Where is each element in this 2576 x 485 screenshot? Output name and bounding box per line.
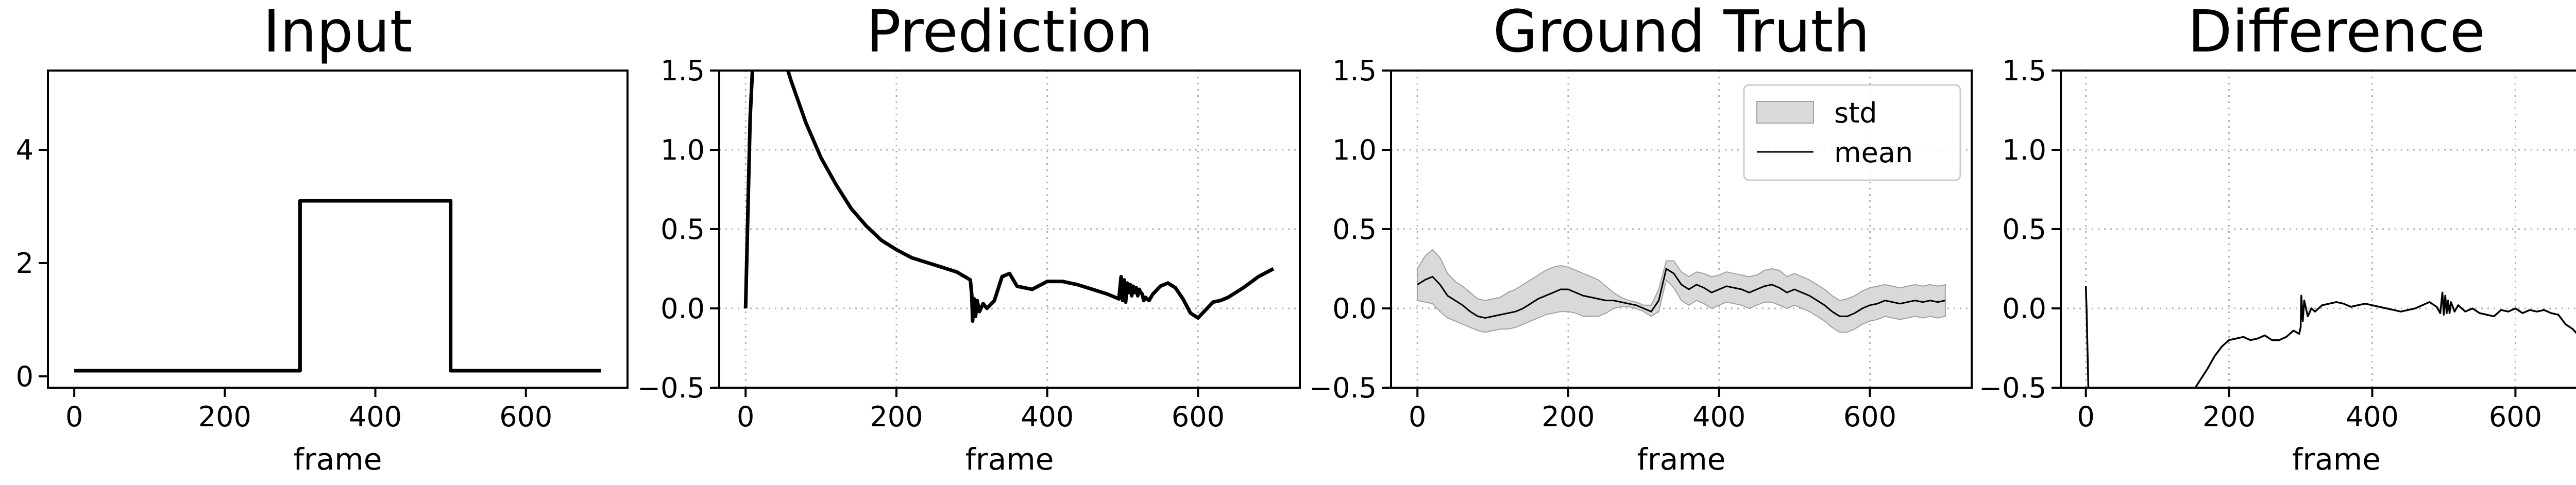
x-axis-label: frame xyxy=(965,442,1054,477)
series-line xyxy=(2194,291,2576,388)
chart-title: Difference xyxy=(2188,0,2485,65)
x-axis-label: frame xyxy=(2292,442,2381,477)
axes-frame xyxy=(47,70,629,389)
plot-area xyxy=(1417,249,1946,333)
mean-line xyxy=(1417,267,1946,319)
chart-ground-truth: 0 200 400 600 −0.5 0.0 0.5 1.0 1.5 Ground Truth fr… xyxy=(1309,0,1973,477)
y-tick-label: −0.5 xyxy=(1309,372,1377,404)
series-line xyxy=(2084,286,2090,388)
x-tick-label: 0 xyxy=(2077,401,2094,433)
chart-difference: 0 200 400 600 −0.5 0.0 0.5 1.0 1.5 Difference fram… xyxy=(1979,0,2576,477)
y-tick-label: −0.5 xyxy=(1979,372,2046,404)
series-line xyxy=(743,71,1275,323)
legend-std-label: std xyxy=(1834,97,1877,129)
y-tick-label: −0.5 xyxy=(637,372,705,404)
x-tick-label: 400 xyxy=(1021,401,1074,433)
std-band xyxy=(1417,249,1946,333)
x-tick-label: 600 xyxy=(499,401,552,433)
y-tick-label: 1.0 xyxy=(660,134,705,166)
plot-area xyxy=(743,71,1275,323)
x-tick-label: 400 xyxy=(349,401,402,433)
y-tick-label: 1.0 xyxy=(2002,134,2046,166)
x-tick-label: 0 xyxy=(65,401,83,433)
x-tick-label: 0 xyxy=(1409,401,1426,433)
y-tick-label: 1.5 xyxy=(660,55,705,87)
y-tick-label: 0.0 xyxy=(2002,292,2046,325)
legend-mean-label: mean xyxy=(1834,136,1913,169)
chart-title: Input xyxy=(263,0,412,65)
x-tick-label: 200 xyxy=(870,401,923,433)
y-tick-label: 1.0 xyxy=(1332,134,1377,166)
chart-prediction: 0 200 400 600 −0.5 0.0 0.5 1.0 1.5 Prediction fram… xyxy=(637,0,1301,477)
y-tick-label: 0.5 xyxy=(2002,213,2046,246)
x-tick-label: 0 xyxy=(737,401,754,433)
chart-input: 0 200 400 600 0 2 4 Input frame xyxy=(16,0,629,477)
chart-title: Prediction xyxy=(866,0,1153,65)
plot-area xyxy=(2084,286,2576,388)
legend-std-swatch xyxy=(1756,101,1814,124)
y-tick-label: 0.5 xyxy=(660,213,705,246)
x-tick-label: 200 xyxy=(1541,401,1595,433)
x-tick-label: 400 xyxy=(1692,401,1745,433)
series-line xyxy=(74,199,601,373)
y-tick-label: 2 xyxy=(16,247,33,280)
y-tick-label: 0.0 xyxy=(1332,292,1377,325)
x-tick-label: 200 xyxy=(198,401,251,433)
x-axis-label: frame xyxy=(1637,442,1726,477)
y-tick-label: 4 xyxy=(16,134,33,166)
axes-frame xyxy=(2060,70,2576,389)
y-tick-label: 0.5 xyxy=(1332,213,1377,246)
x-tick-label: 400 xyxy=(2346,401,2399,433)
x-tick-label: 600 xyxy=(1843,401,1896,433)
y-tick-label: 1.5 xyxy=(1332,55,1377,87)
y-tick-label: 1.5 xyxy=(2002,55,2046,87)
x-tick-label: 600 xyxy=(2489,401,2542,433)
y-tick-label: 0 xyxy=(16,360,33,393)
x-axis-label: frame xyxy=(294,442,382,477)
x-tick-label: 200 xyxy=(2202,401,2256,433)
x-tick-label: 600 xyxy=(1172,401,1225,433)
plot-area xyxy=(74,199,601,373)
y-tick-label: 0.0 xyxy=(660,292,705,325)
chart-title: Ground Truth xyxy=(1493,0,1870,65)
